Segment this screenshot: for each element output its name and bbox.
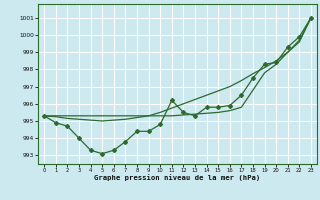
X-axis label: Graphe pression niveau de la mer (hPa): Graphe pression niveau de la mer (hPa) [94, 175, 261, 181]
